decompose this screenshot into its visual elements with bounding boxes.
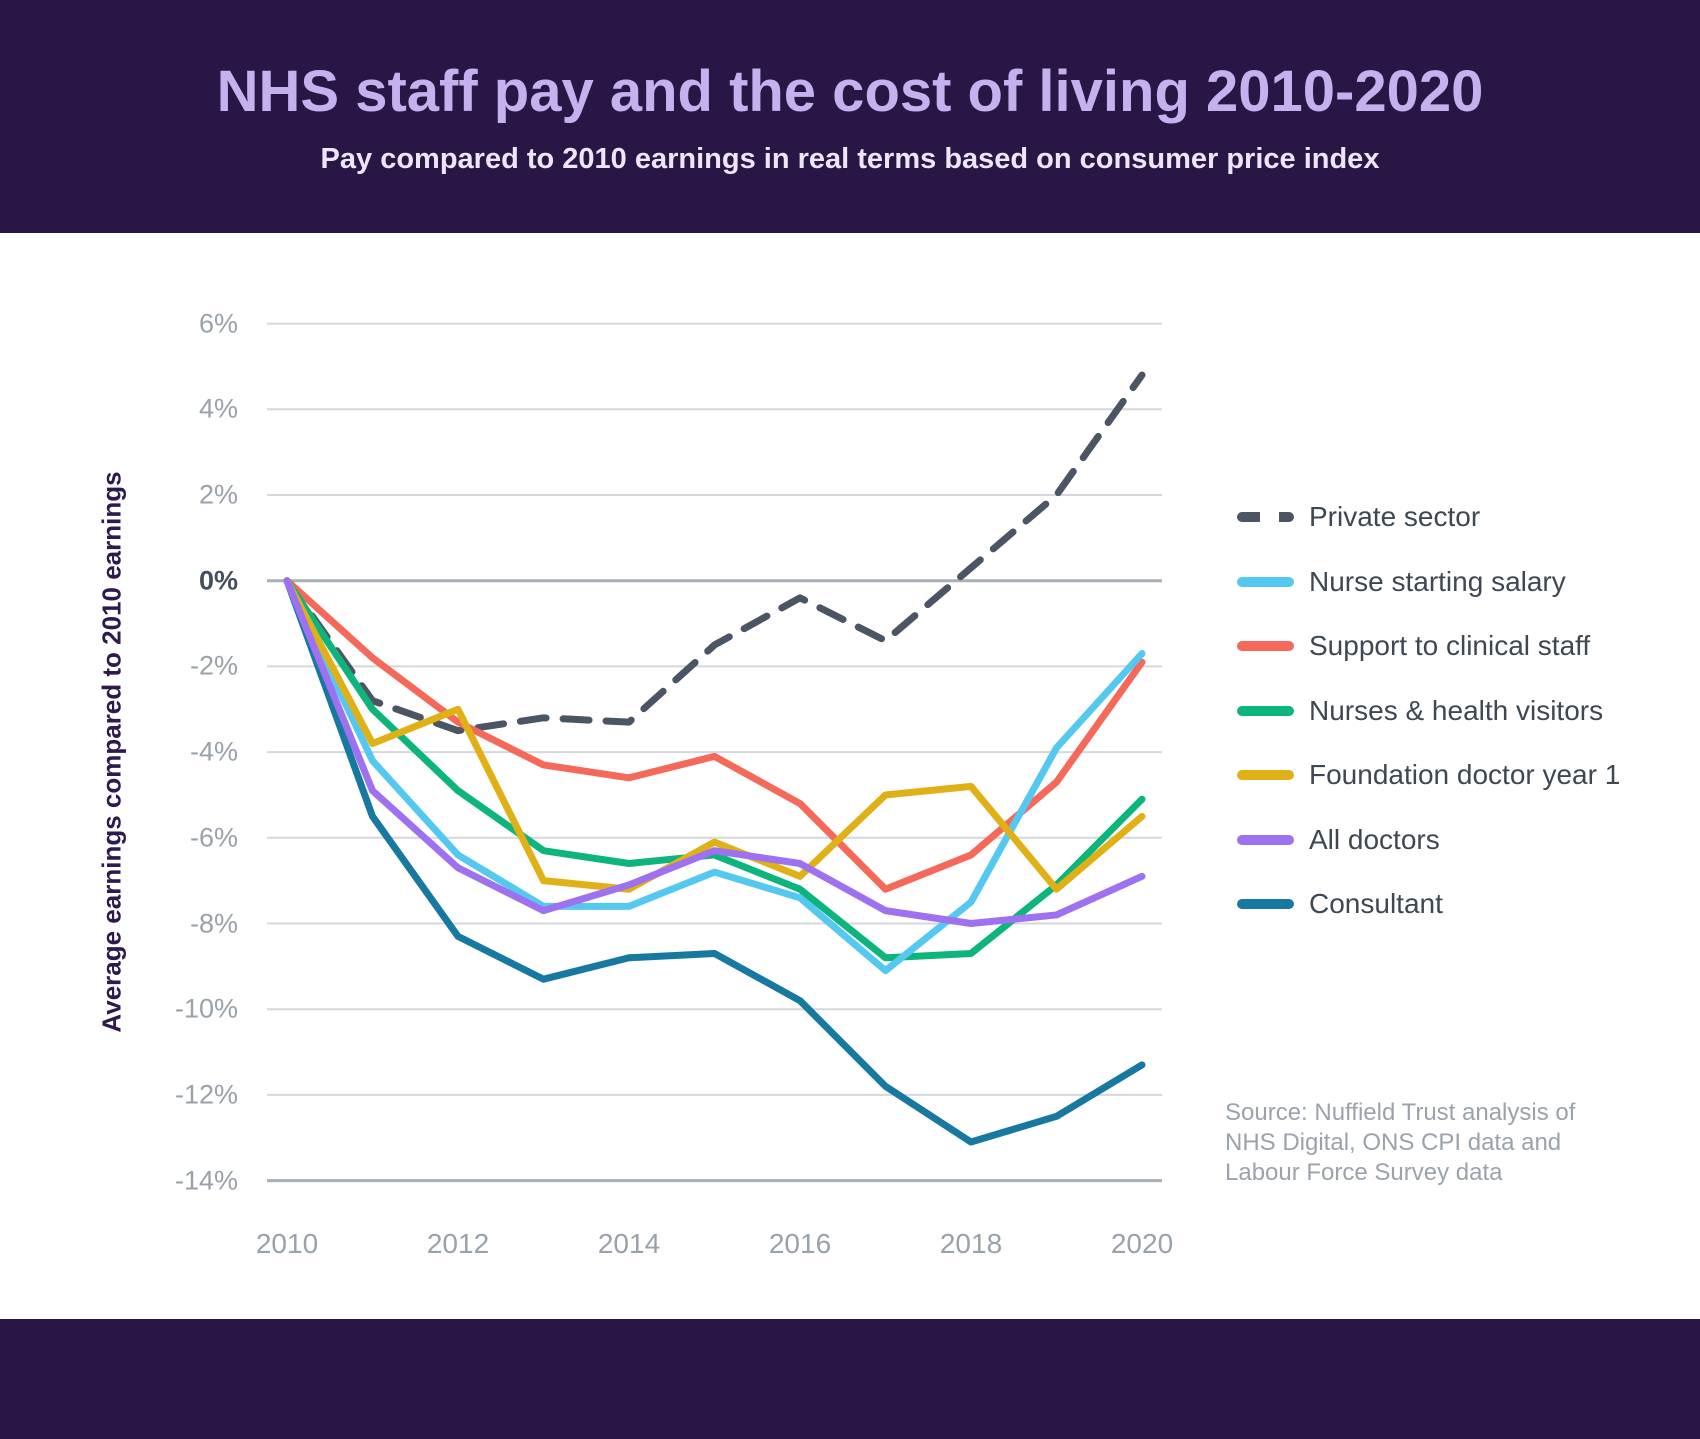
legend-label: All doctors xyxy=(1309,823,1440,855)
y-tick-label: 0% xyxy=(198,565,238,596)
y-tick-label: 6% xyxy=(198,308,238,339)
legend-item-support-to-clinical-staff: Support to clinical staff xyxy=(1237,614,1620,679)
legend-item-all-doctors: All doctors xyxy=(1237,808,1620,873)
series-lines xyxy=(283,371,1146,1146)
source-note: Source: Nuffield Trust analysis of NHS D… xyxy=(1225,1098,1605,1188)
legend-label: Private sector xyxy=(1309,501,1481,533)
y-tick-label: -8% xyxy=(189,908,238,938)
legend-item-consultant: Consultant xyxy=(1237,872,1620,937)
source-line: Source: Nuffield Trust analysis of xyxy=(1225,1099,1576,1126)
footer: nuffieldtrust xyxy=(0,1319,1700,1439)
legend-label: Consultant xyxy=(1309,888,1443,920)
legend-label: Support to clinical staff xyxy=(1309,630,1591,662)
legend-label: Nurse starting salary xyxy=(1309,565,1566,597)
series-line-support-to-clinical-staff xyxy=(283,577,1146,893)
legend-label: Nurses & health visitors xyxy=(1309,694,1604,726)
series-line-foundation-doctor-year-1 xyxy=(283,577,1146,893)
x-tick-label: 2014 xyxy=(597,1228,661,1259)
page-subtitle: Pay compared to 2010 earnings in real te… xyxy=(320,142,1380,175)
source-line: Labour Force Survey data xyxy=(1225,1159,1503,1186)
legend-swatch-icon xyxy=(1237,576,1294,587)
header: NHS staff pay and the cost of living 201… xyxy=(0,0,1700,233)
legend: Private sector Nurse starting salary Suppo… xyxy=(1237,485,1620,937)
y-tick-label: -10% xyxy=(174,993,238,1024)
legend-swatch-icon xyxy=(1237,770,1294,781)
legend-swatch-icon xyxy=(1237,705,1294,716)
x-tick-label: 2012 xyxy=(426,1228,490,1259)
x-tick-label: 2020 xyxy=(1110,1228,1174,1259)
legend-item-nurse-starting-salary: Nurse starting salary xyxy=(1237,550,1620,615)
legend-item-private-sector: Private sector xyxy=(1237,485,1620,550)
x-tick-label: 2018 xyxy=(939,1228,1003,1259)
series-line-consultant xyxy=(283,577,1146,1146)
series-line-private-sector xyxy=(283,371,1146,735)
y-tick-label: -6% xyxy=(189,822,238,853)
y-tick-label: -12% xyxy=(174,1079,238,1110)
legend-swatch-icon xyxy=(1237,512,1294,523)
legend-label: Foundation doctor year 1 xyxy=(1309,759,1621,791)
legend-item-nurses-health-visitors: Nurses & health visitors xyxy=(1237,679,1620,744)
series-line-nurses-health-visitors xyxy=(283,577,1146,962)
series-line-nurse-starting-salary xyxy=(283,577,1146,975)
y-tick-label: -14% xyxy=(174,1165,238,1196)
legend-swatch-icon xyxy=(1237,834,1294,845)
legend-swatch-icon xyxy=(1237,641,1294,652)
x-tick-label: 2016 xyxy=(768,1228,832,1259)
legend-item-foundation-doctor-year-1: Foundation doctor year 1 xyxy=(1237,743,1620,808)
legend-swatch-icon xyxy=(1237,899,1294,910)
source-line: NHS Digital, ONS CPI data and xyxy=(1225,1129,1562,1156)
page-title: NHS staff pay and the cost of living 201… xyxy=(216,58,1484,124)
gridlines xyxy=(267,322,1162,1183)
y-tick-label: 2% xyxy=(198,479,238,510)
x-tick-label: 2010 xyxy=(255,1228,319,1259)
series-line-all-doctors xyxy=(283,577,1146,927)
y-tick-label: 4% xyxy=(198,393,238,424)
y-axis-title: Average earnings compared to 2010 earnin… xyxy=(96,471,127,1033)
y-tick-label: -2% xyxy=(189,650,238,681)
y-tick-label: -4% xyxy=(189,736,238,767)
